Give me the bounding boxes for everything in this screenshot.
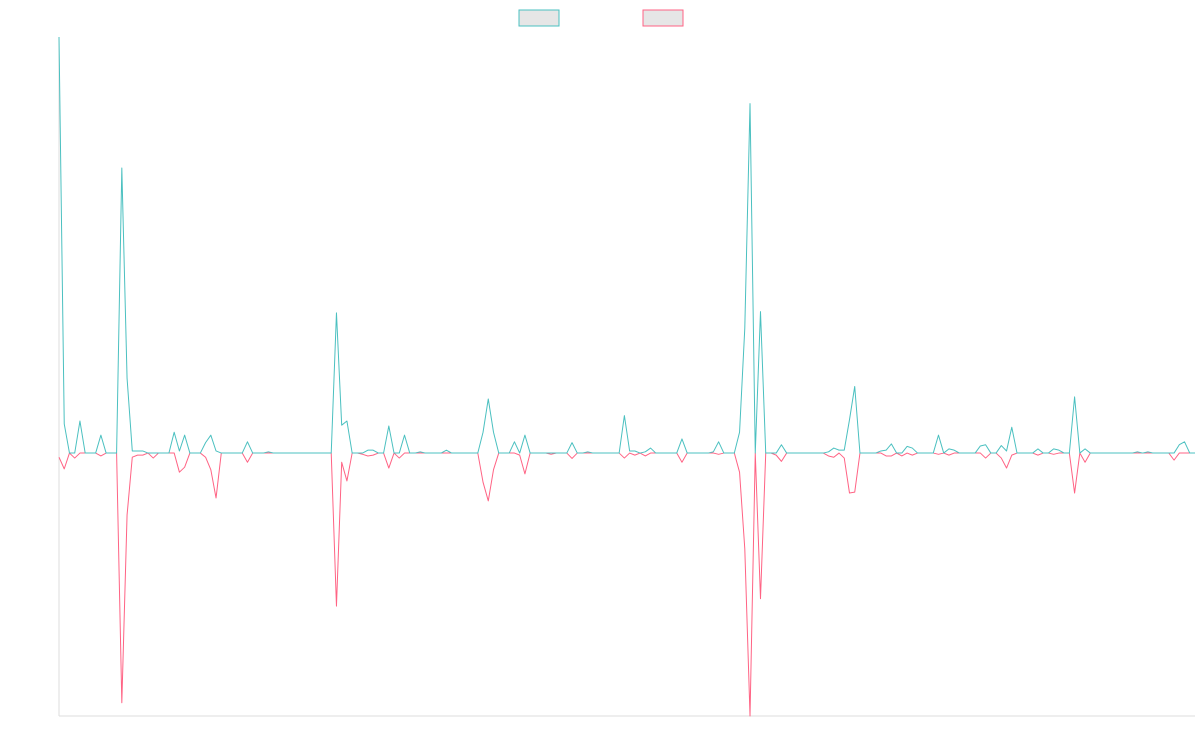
legend-swatch xyxy=(642,9,684,27)
series-line xyxy=(58,452,1195,717)
legend-swatch xyxy=(518,9,560,27)
series-line xyxy=(58,36,1195,454)
